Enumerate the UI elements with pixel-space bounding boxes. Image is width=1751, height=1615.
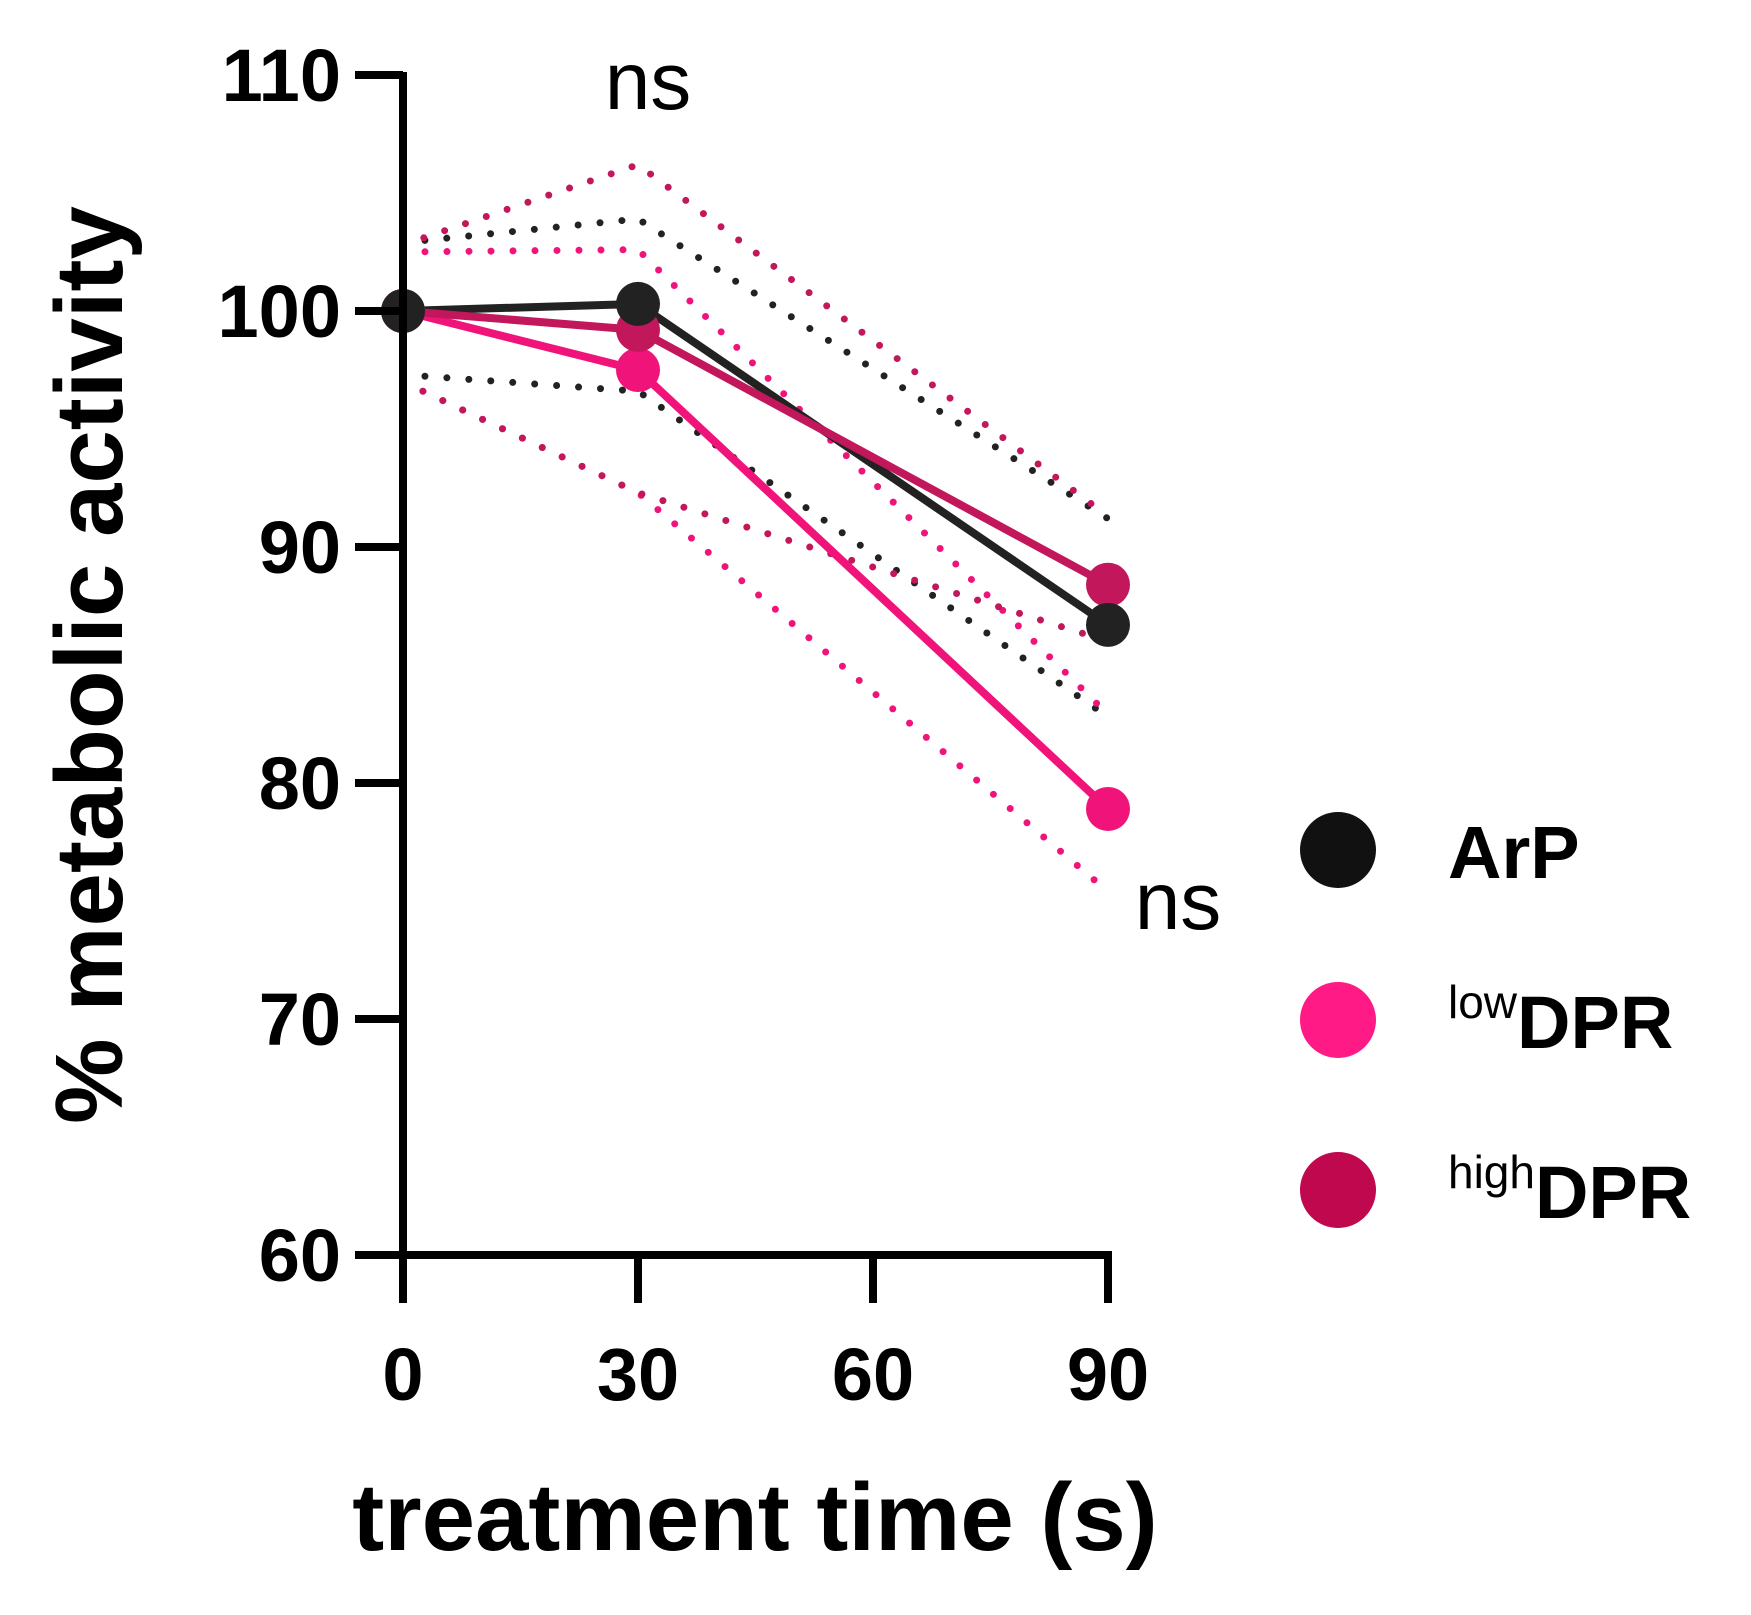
legend-label-lowDPR: lowDPR [1448,976,1673,1064]
legend-main-highDPR: DPR [1535,1151,1691,1234]
y-axis-title: % metabolic activity [36,206,143,1124]
series-line-ArP [402,299,1111,629]
legend-marker-ArP [1300,812,1376,888]
annotations: ns ns [605,36,1222,947]
data-point-lowDPR-90 [1086,786,1130,831]
legend-label-highDPR: highDPR [1448,1146,1691,1234]
legend-sup-lowDPR: low [1448,976,1518,1028]
y-tick-label-90: 90 [259,506,341,589]
y-tick-label-80: 80 [259,742,341,825]
y-tick-label-110: 110 [222,34,341,117]
x-tick-label-0: 0 [382,1333,423,1416]
y-tick-label-70: 70 [259,978,341,1061]
axes: 60 70 80 90 100 110 0 30 60 90 [218,34,1150,1416]
band-upper-ArP [399,215,1112,523]
series-lines [402,299,1111,812]
band-upper-highDPR [399,160,1112,520]
legend-label-ArP: ArP [1448,811,1580,894]
legend-marker-highDPR [1300,1152,1376,1228]
legend-sup-highDPR: high [1448,1146,1535,1198]
band-lower-highDPR [399,378,1112,645]
x-tick-label-60: 60 [832,1333,914,1416]
band-lower-lowDPR [399,378,1112,896]
band-lower-ArP [399,371,1112,721]
data-point-ArP-90 [1086,602,1130,647]
y-tick-label-60: 60 [259,1214,341,1297]
y-tick-label-100: 100 [218,270,341,353]
error-bands [399,160,1112,896]
x-tick-label-90: 90 [1067,1333,1149,1416]
annotation-ns-2: ns [1135,856,1222,947]
legend-main-lowDPR: DPR [1517,981,1673,1064]
legend-marker-lowDPR [1300,982,1376,1058]
annotation-ns-1: ns [605,36,692,127]
data-point-highDPR-90 [1086,562,1130,607]
series-line-highDPR [402,307,1110,589]
data-point-ArP-30 [616,281,660,326]
x-axis-title: treatment time (s) [352,1464,1158,1571]
data-point-lowDPR-30 [616,348,660,392]
x-tick-label-30: 30 [597,1333,679,1416]
